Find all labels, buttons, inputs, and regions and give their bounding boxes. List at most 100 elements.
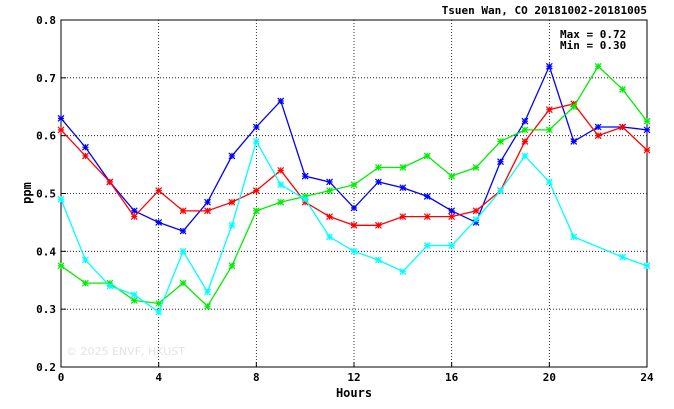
data-point xyxy=(643,262,651,270)
data-point xyxy=(130,297,138,304)
data-point xyxy=(204,207,211,215)
data-point xyxy=(350,181,358,189)
chart-title: Tsuen Wan, CO 20181002-20181005 xyxy=(442,4,647,17)
data-point xyxy=(643,146,651,154)
data-point xyxy=(228,221,236,229)
data-point xyxy=(81,143,89,151)
data-point xyxy=(326,187,334,195)
data-point xyxy=(130,291,138,299)
y-tick-label: 0.2 xyxy=(36,361,56,374)
y-tick-label: 0.7 xyxy=(36,72,56,85)
min-label: Min = 0.30 xyxy=(560,39,626,52)
data-point xyxy=(374,221,382,229)
data-point xyxy=(277,181,285,189)
data-point xyxy=(472,216,480,223)
data-point xyxy=(448,213,456,221)
grid xyxy=(60,19,648,368)
data-point xyxy=(155,218,163,226)
data-point xyxy=(326,213,334,221)
x-tick-label: 8 xyxy=(253,371,260,384)
data-point xyxy=(448,207,456,215)
data-point xyxy=(301,172,309,180)
data-point xyxy=(374,256,382,264)
data-point xyxy=(228,262,236,270)
data-point xyxy=(448,172,456,180)
data-point xyxy=(57,114,65,122)
y-axis-title: ppm xyxy=(20,182,34,204)
plot-frame xyxy=(60,19,648,368)
data-point xyxy=(497,158,504,166)
data-point xyxy=(570,103,578,111)
x-tick-label: 16 xyxy=(445,371,459,384)
data-point xyxy=(155,308,163,316)
data-point xyxy=(179,227,187,235)
data-point xyxy=(521,117,529,125)
data-point xyxy=(497,187,504,195)
data-point xyxy=(179,207,187,215)
x-tick-label: 24 xyxy=(640,371,654,384)
data-point xyxy=(204,288,211,296)
data-point xyxy=(277,198,285,206)
data-point xyxy=(277,97,285,105)
data-point xyxy=(326,178,334,186)
data-point xyxy=(570,233,578,241)
data-point xyxy=(399,184,407,192)
data-point xyxy=(252,187,260,195)
data-point xyxy=(179,247,187,255)
data-point xyxy=(472,164,480,171)
series-line xyxy=(60,139,648,314)
data-point xyxy=(619,253,627,261)
data-point xyxy=(277,166,285,174)
data-point xyxy=(472,207,480,215)
tick-labels: 0 4 8 12 16 20 24 0.2 0.3 0.4 0.5 0.6 0.7 0.8 xyxy=(36,14,654,384)
data-point xyxy=(252,138,260,145)
x-tick-label: 20 xyxy=(543,371,556,384)
y-tick-label: 0.8 xyxy=(36,14,56,27)
data-point xyxy=(81,279,89,287)
max-label: Max = 0.72 xyxy=(560,28,626,41)
data-point xyxy=(643,117,651,125)
data-point xyxy=(155,187,163,195)
data-point xyxy=(423,242,431,249)
data-point xyxy=(130,213,138,221)
data-point xyxy=(545,62,553,70)
data-point xyxy=(521,138,529,145)
data-point xyxy=(252,123,260,131)
data-point xyxy=(57,262,65,270)
y-tick-label: 0.5 xyxy=(36,188,56,201)
data-point xyxy=(374,178,382,186)
series-2 xyxy=(57,100,651,229)
data-point xyxy=(57,195,65,203)
data-point xyxy=(521,152,529,160)
data-point xyxy=(497,138,504,145)
data-point xyxy=(301,195,309,203)
data-point xyxy=(545,126,553,134)
data-point xyxy=(545,178,553,186)
data-point xyxy=(643,126,651,134)
data-point xyxy=(521,126,529,134)
y-tick-label: 0.6 xyxy=(36,130,56,143)
data-point xyxy=(204,302,211,310)
data-point xyxy=(399,268,407,275)
data-point xyxy=(81,256,89,264)
data-point xyxy=(619,123,627,131)
data-point xyxy=(57,126,65,134)
data-point xyxy=(350,247,358,255)
y-tick-label: 0.3 xyxy=(36,303,56,316)
data-point xyxy=(399,164,407,171)
data-point xyxy=(350,204,358,212)
data-point xyxy=(179,279,187,287)
series-4 xyxy=(57,138,651,316)
data-point xyxy=(423,152,431,160)
data-point xyxy=(594,123,602,131)
data-point xyxy=(399,213,407,221)
data-point xyxy=(545,106,553,114)
y-tick-label: 0.4 xyxy=(36,245,56,258)
x-tick-label: 12 xyxy=(347,371,360,384)
data-point xyxy=(326,233,334,241)
data-point xyxy=(228,198,236,206)
x-axis-title: Hours xyxy=(336,386,372,400)
data-point xyxy=(594,62,602,70)
data-point xyxy=(594,132,602,140)
